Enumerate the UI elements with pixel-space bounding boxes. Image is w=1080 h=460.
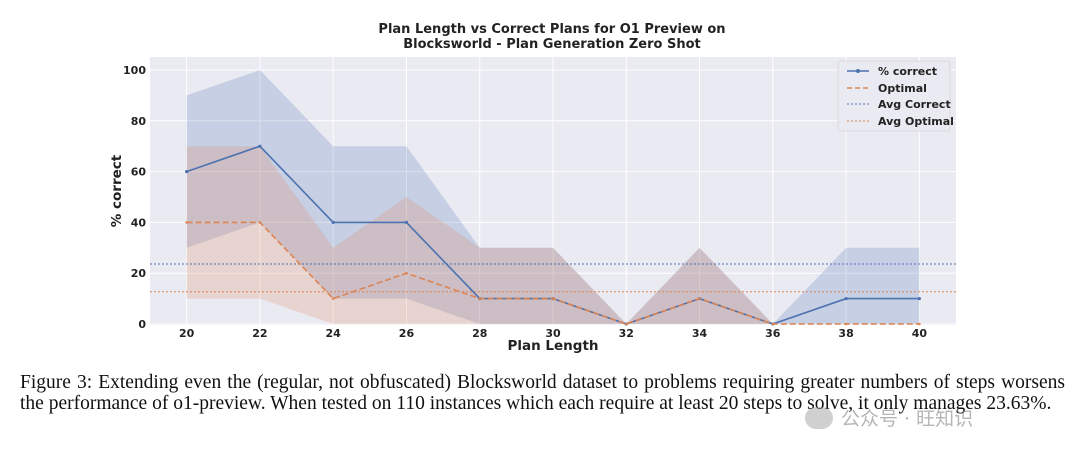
series-1-point-7 (698, 297, 701, 300)
series-0-point-0 (185, 170, 189, 174)
legend-label-optimal: Optimal (878, 82, 927, 95)
legend-label-avg-correct: Avg Correct (878, 98, 951, 111)
series-1-point-0 (185, 221, 188, 224)
x-tick-label-1: 22 (252, 327, 267, 340)
x-tick-label-5: 30 (545, 327, 561, 340)
y-axis-label: % correct (109, 154, 125, 227)
x-tick-label-10: 40 (912, 327, 928, 340)
x-tick-label-6: 32 (619, 327, 634, 340)
wechat-icon (805, 406, 833, 429)
y-tick-label-2: 40 (131, 216, 147, 229)
series-1-point-9 (844, 322, 848, 326)
chart: Plan Length vs Correct Plans for O1 Prev… (109, 22, 956, 354)
series-lines (185, 144, 921, 326)
legend-label-avg-optimal: Avg Optimal (878, 115, 954, 128)
y-tick-label-1: 20 (131, 267, 147, 280)
series-0-point-9 (844, 297, 848, 301)
x-tick-label-8: 36 (765, 327, 781, 340)
x-tick-label-3: 26 (399, 327, 415, 340)
legend-box (837, 60, 951, 132)
figure-caption: Figure 3: Extending even the (regular, n… (20, 372, 1065, 414)
y-tick-label-5: 100 (123, 64, 146, 77)
x-tick-label-0: 20 (179, 327, 195, 340)
x-tick-label-7: 34 (692, 327, 708, 340)
series-0-point-3 (404, 220, 409, 224)
tick-labels: 20 22 24 26 28 30 32 34 36 38 40 0 20 40 60 80 100 (123, 64, 927, 340)
y-tick-label-0: 0 (138, 318, 146, 331)
y-tick-label-3: 60 (131, 166, 147, 179)
series-1-point-4 (478, 297, 482, 300)
series-0-point-1 (258, 144, 262, 148)
y-tick-label-4: 80 (131, 115, 147, 128)
series-1-point-2 (331, 297, 335, 300)
confidence-band-0 (186, 70, 920, 324)
x-tick-label-9: 38 (838, 327, 853, 340)
confidence-band-1 (186, 146, 920, 324)
legend-marker-correct (856, 69, 860, 73)
watermark: 公众号 · 旺知识 (805, 404, 973, 431)
chart-title-line-1: Plan Length vs Correct Plans for O1 Prev… (378, 22, 725, 37)
series-1-point-3 (405, 271, 408, 275)
grid-layer (150, 57, 956, 325)
series-0-point-2 (331, 220, 335, 224)
legend: % correct Optimal Avg Correct Avg Optima… (837, 60, 954, 132)
series-1-point-6 (624, 322, 628, 326)
band-layer (186, 70, 920, 324)
chart-title-line-2: Blocksworld - Plan Generation Zero Shot (403, 37, 700, 52)
series-1-point-1 (258, 221, 262, 224)
x-tick-label-2: 24 (326, 327, 342, 340)
series-1-point-10 (918, 322, 921, 326)
series-0-point-10 (917, 297, 921, 301)
x-axis-label: Plan Length (507, 338, 598, 354)
series-1-point-5 (551, 297, 555, 300)
x-tick-label-4: 28 (472, 327, 487, 340)
legend-label-correct: % correct (878, 65, 937, 78)
series-1-point-8 (771, 322, 775, 326)
watermark-text: 公众号 · 旺知识 (841, 408, 974, 430)
